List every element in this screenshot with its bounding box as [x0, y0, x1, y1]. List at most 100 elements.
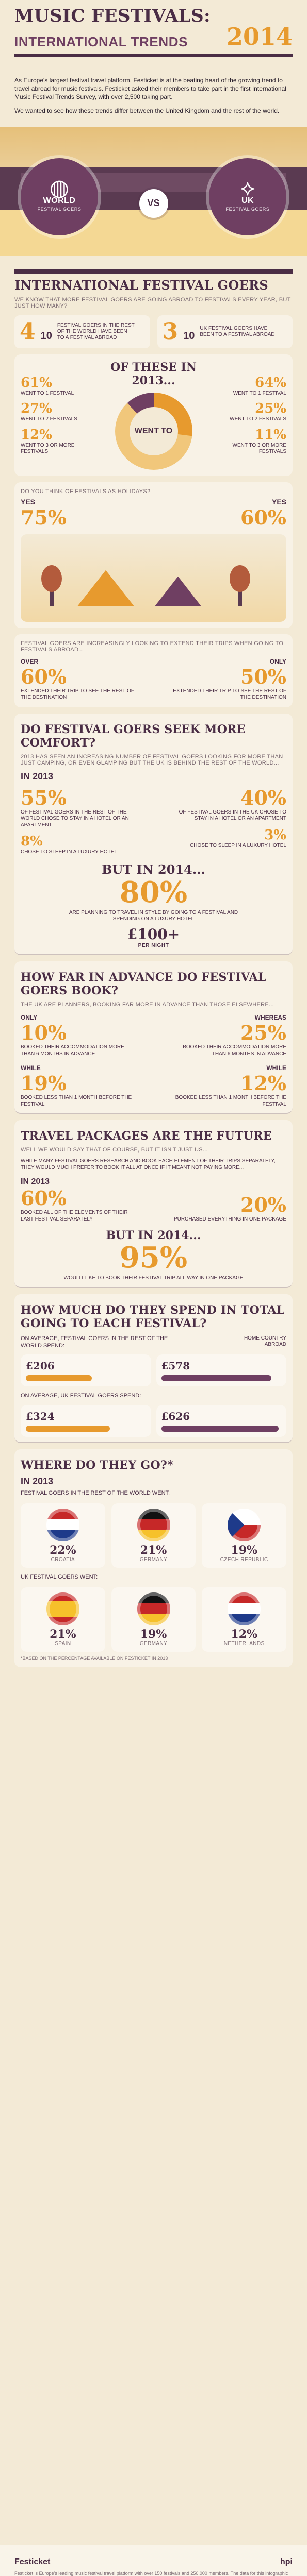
uk-ratio-card: 3 10 UK FESTIVAL GOERS HAVE BEEN TO A FE…	[157, 315, 293, 348]
world-breakdown: 61% WENT TO 1 FESTIVAL 27% WENT TO 2 FES…	[21, 375, 103, 455]
uk-1-label: WENT TO 1 FESTIVAL	[233, 390, 286, 396]
uk-ratio-a: 3	[162, 318, 179, 345]
spend-world-abroad-val: £578	[161, 1360, 190, 1372]
hpi-logo: hpi	[280, 2557, 293, 2566]
world-1-label: WENT TO 1 FESTIVAL	[21, 390, 74, 396]
of-these-card: 61% WENT TO 1 FESTIVAL 27% WENT TO 2 FES…	[14, 354, 293, 476]
advance-lead: THE UK ARE PLANNERS, BOOKING FAR MORE IN…	[21, 1002, 274, 1008]
uk-title: UK	[241, 196, 254, 205]
comfort-world-1: 55%	[21, 786, 67, 809]
packages-right-label: PURCHASED EVERYTHING IN ONE PACKAGE	[173, 1216, 286, 1222]
advance-while-uk-pct: 12%	[240, 1072, 286, 1095]
germany-world-name: GERMANY	[139, 1556, 168, 1563]
world-ratio-a: 4	[20, 318, 36, 345]
spend-world-home-val: £206	[26, 1360, 55, 1372]
comfort-lead: 2013 HAS SEEN AN INCREASING NUMBER OF FE…	[21, 753, 283, 766]
germany-flag-icon	[137, 1592, 170, 1625]
packages-big-pct: 95%	[119, 1241, 188, 1275]
where-card: WHERE DO THEY GO?* IN 2013 FESTIVAL GOER…	[14, 1449, 293, 1668]
uk-2-label: WENT TO 2 FESTIVALS	[230, 416, 286, 422]
netherlands-flag-icon	[228, 1592, 261, 1625]
section-lead: WE KNOW THAT MORE FESTIVAL GOERS ARE GOI…	[14, 296, 291, 309]
croatia-pct: 22%	[50, 1543, 76, 1557]
packages-in2013: IN 2013	[21, 1177, 50, 1187]
festivals-donut: WENT TO	[115, 392, 192, 470]
czech-name: CZECH REPUBLIC	[220, 1556, 268, 1563]
flag-czech: 19% CZECH REPUBLIC	[202, 1503, 287, 1568]
spend-uk-abroad-val: £626	[161, 1410, 190, 1422]
header-rule	[14, 54, 293, 57]
flag-croatia: 22% CROATIA	[21, 1503, 105, 1568]
uk-3: 11%	[255, 427, 286, 443]
uk-circle: ⟡ UK FESTIVAL GOERS	[209, 158, 286, 235]
world-circle: ◍ WORLD FESTIVAL GOERS	[21, 158, 98, 235]
advance-while-k: WHILE	[21, 1064, 41, 1072]
comfort-big-pct: 80%	[119, 875, 188, 909]
holidays-world-yes: YES	[21, 497, 36, 506]
packages-but2014: BUT IN 2014...	[106, 1229, 201, 1243]
where-uk-flags: 21% SPAIN 19% GERMANY 12% NETHERLANDS	[21, 1587, 287, 1652]
intro-paragraph-1: As Europe's largest festival travel plat…	[14, 77, 286, 101]
packages-right-pct: 20%	[240, 1193, 286, 1216]
where-in2013: IN 2013	[21, 1476, 54, 1486]
advance-only-k: ONLY	[21, 1014, 38, 1022]
world-ratio: 4 10 FESTIVAL GOERS IN THE REST OF THE W…	[20, 320, 145, 343]
footer: Festicket hpi Festicket is Europe's lead…	[0, 2545, 307, 2576]
intro-paragraph-2: We wanted to see how these trends differ…	[14, 107, 280, 114]
advance-while-label: BOOKED LESS THAN 1 MONTH BEFORE THE FEST…	[21, 1095, 132, 1107]
world-3: 12%	[21, 427, 52, 443]
world-2: 27%	[21, 401, 52, 417]
flag-netherlands: 12% NETHERLANDS	[202, 1587, 287, 1652]
czech-flag-icon	[228, 1508, 261, 1541]
comfort-uk-2-label: CHOSE TO SLEEP IN A LUXURY HOTEL	[190, 842, 286, 849]
holidays-card: DO YOU THINK OF FESTIVALS AS HOLIDAYS? Y…	[14, 482, 293, 628]
spend-card: HOW MUCH DO THEY SPEND IN TOTAL GOING TO…	[14, 1294, 293, 1443]
footer-brands: Festicket hpi	[14, 2557, 293, 2567]
extend-uk-pct: 50%	[240, 665, 286, 688]
uk-2: 25%	[255, 401, 286, 417]
germany-world-pct: 21%	[140, 1543, 167, 1557]
spend-uk-home-val: £324	[26, 1410, 55, 1422]
holidays-lead: DO YOU THINK OF FESTIVALS AS HOLIDAYS?	[21, 488, 151, 495]
spend-uk-lead: ON AVERAGE, UK FESTIVAL GOERS SPEND:	[21, 1393, 141, 1399]
world-ratio-label: FESTIVAL GOERS IN THE REST OF THE WORLD …	[57, 322, 135, 341]
spain-name: SPAIN	[55, 1640, 71, 1647]
packages-lead: WELL WE WOULD SAY THAT OF COURSE, BUT IT…	[21, 1147, 208, 1154]
comfort-uk-1-label: OF FESTIVAL GOERS IN THE UK CHOSE TO STA…	[179, 809, 286, 822]
spend-world-home: £206	[21, 1354, 151, 1387]
comfort-world: 55% OF FESTIVAL GOERS IN THE REST OF THE…	[21, 786, 139, 856]
advance-left: ONLY 10% BOOKED THEIR ACCOMMODATION MORE…	[21, 1014, 139, 1108]
croatia-flag-icon	[46, 1508, 79, 1541]
globe-icon: ◍	[49, 175, 70, 200]
extend-trips-card: FESTIVAL GOERS ARE INCREASINGLY LOOKING …	[14, 634, 293, 707]
flag-germany-uk: 19% GERMANY	[111, 1587, 196, 1652]
holidays-world: YES 75%	[21, 498, 67, 529]
advance-while-pct: 19%	[21, 1072, 67, 1095]
spend-legend: HOME COUNTRY ABROAD	[244, 1335, 286, 1348]
packages-left-label: BOOKED ALL OF THE ELEMENTS OF THEIR LAST…	[21, 1210, 128, 1222]
uk-breakdown: 64% WENT TO 1 FESTIVAL 25% WENT TO 2 FES…	[204, 375, 286, 455]
uk-ratio-b: 10	[183, 330, 195, 342]
extend-world-k: OVER	[21, 657, 39, 665]
vs-badge: VS	[139, 189, 168, 218]
main-title: MUSIC FESTIVALS:	[14, 6, 211, 26]
advance-while-uk-label: BOOKED LESS THAN 1 MONTH BEFORE THE FEST…	[175, 1095, 286, 1107]
world-1: 61%	[21, 375, 52, 391]
intro: As Europe's largest festival travel plat…	[0, 64, 307, 127]
header: MUSIC FESTIVALS: INTERNATIONAL TRENDS 20…	[0, 0, 307, 64]
spain-pct: 21%	[50, 1627, 76, 1641]
spend-heading: HOW MUCH DO THEY SPEND IN TOTAL GOING TO…	[21, 1303, 285, 1330]
netherlands-pct: 12%	[231, 1627, 257, 1641]
ratio-row: 4 10 FESTIVAL GOERS IN THE REST OF THE W…	[14, 315, 293, 348]
world-2-label: WENT TO 2 FESTIVALS	[21, 416, 77, 422]
comfort-uk: 40% OF FESTIVAL GOERS IN THE UK CHOSE TO…	[168, 786, 286, 856]
advance-card: HOW FAR IN ADVANCE DO FESTIVAL GOERS BOO…	[14, 961, 293, 1114]
czech-pct: 19%	[231, 1543, 257, 1557]
spend-uk-home: £324	[21, 1405, 151, 1437]
tent-illustration	[77, 570, 134, 606]
spend-world-abroad-bar	[161, 1375, 272, 1382]
germany-uk-pct: 19%	[140, 1627, 167, 1641]
tree-illustration	[230, 565, 250, 606]
international-goers: INTERNATIONAL FESTIVAL GOERS WE KNOW THA…	[0, 256, 307, 1809]
